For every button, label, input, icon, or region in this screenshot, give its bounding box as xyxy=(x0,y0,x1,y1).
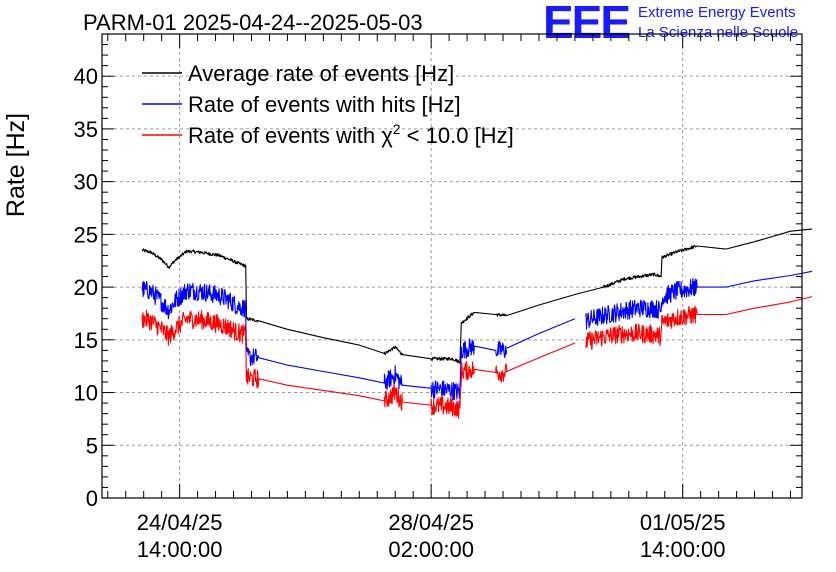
y-tick-label: 30 xyxy=(74,170,98,195)
chart-title: PARM-01 2025-04-24--2025-05-03 xyxy=(83,10,423,35)
y-tick-label: 0 xyxy=(86,486,98,511)
series-line-chi2 xyxy=(585,296,813,350)
legend-label-hits: Rate of events with hits [Hz] xyxy=(188,92,461,117)
series-line-average xyxy=(506,228,813,317)
x-tick-label-time: 02:00:00 xyxy=(388,537,474,562)
y-tick-label: 5 xyxy=(86,433,98,458)
series-line-hits xyxy=(141,280,508,401)
logo-caption-line-1: Extreme Energy Events xyxy=(638,4,796,21)
x-tick-label-date: 01/05/25 xyxy=(640,510,726,535)
series-line-hits xyxy=(585,270,813,330)
y-tick-label: 20 xyxy=(74,275,98,300)
legend-label-chi2: Rate of events with χ2 < 10.0 [Hz] xyxy=(188,121,514,148)
x-tick-label-date: 28/04/25 xyxy=(388,510,474,535)
series-line-chi2 xyxy=(141,309,508,419)
series-line-average xyxy=(141,248,507,364)
x-tick-label-time: 14:00:00 xyxy=(640,537,726,562)
legend-label-average: Average rate of events [Hz] xyxy=(188,61,454,86)
y-tick-label: 15 xyxy=(74,328,98,353)
eee-logo: EEE xyxy=(543,0,631,48)
y-tick-label: 35 xyxy=(74,117,98,142)
y-tick-label: 40 xyxy=(74,64,98,89)
series-line-chi2 xyxy=(506,342,576,373)
y-tick-label: 10 xyxy=(74,381,98,406)
logo-caption-line-2: La Scienza nelle Scuole xyxy=(638,24,799,41)
y-tick-label: 25 xyxy=(74,222,98,247)
series-line-hits xyxy=(506,318,576,349)
x-tick-label-date: 24/04/25 xyxy=(137,510,223,535)
x-tick-label-time: 14:00:00 xyxy=(137,537,223,562)
